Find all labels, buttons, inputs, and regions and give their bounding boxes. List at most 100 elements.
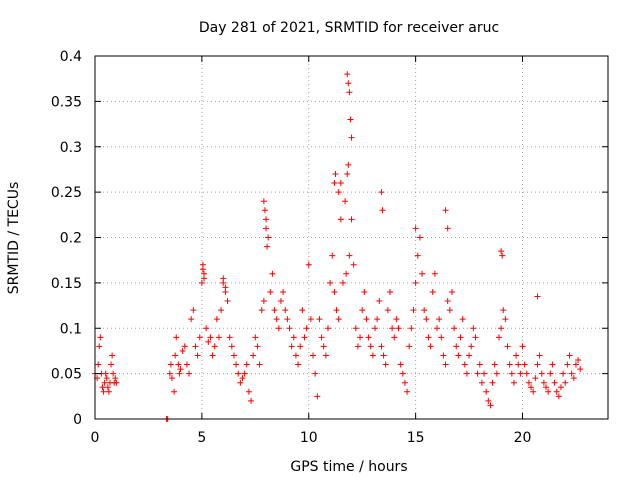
data-point — [265, 234, 272, 241]
data-point — [97, 334, 104, 341]
data-point — [312, 370, 319, 377]
y-tick-labels: 0 0.05 0.1 0.15 0.2 0.25 0.3 0.35 0.4 — [51, 49, 82, 428]
data-point — [440, 352, 447, 359]
data-point — [354, 343, 361, 350]
data-point — [105, 388, 112, 395]
data-point — [489, 379, 496, 386]
data-point — [423, 316, 430, 323]
data-point — [521, 361, 528, 368]
data-point — [543, 384, 550, 391]
data-point — [290, 334, 297, 341]
data-point — [95, 361, 102, 368]
y-tick-label: 0.35 — [51, 94, 82, 110]
data-point — [575, 357, 582, 364]
data-point — [451, 325, 458, 332]
x-axis-label: GPS time / hours — [290, 459, 407, 475]
data-point — [218, 307, 225, 314]
data-point — [346, 89, 353, 96]
data-point — [215, 334, 222, 341]
data-point — [258, 307, 265, 314]
data-point — [498, 248, 505, 255]
data-point — [335, 189, 342, 196]
data-point — [389, 325, 396, 332]
data-point — [513, 352, 520, 359]
data-point — [386, 288, 393, 295]
data-points — [92, 71, 584, 422]
data-point — [361, 288, 368, 295]
data-point — [99, 384, 106, 391]
data-point — [305, 261, 312, 268]
data-point — [303, 325, 310, 332]
x-tick-label: 0 — [91, 430, 100, 446]
data-point — [391, 334, 398, 341]
data-point — [376, 298, 383, 305]
data-point — [260, 198, 267, 205]
data-point — [331, 288, 338, 295]
data-point — [248, 397, 255, 404]
data-point — [256, 361, 263, 368]
data-point — [438, 334, 445, 341]
data-point — [434, 325, 440, 332]
data-point — [320, 343, 327, 350]
data-point — [226, 334, 233, 341]
data-point — [342, 198, 349, 205]
data-point — [282, 307, 289, 314]
data-point — [470, 325, 477, 332]
data-point — [176, 370, 183, 377]
data-point — [316, 316, 323, 323]
y-tick-label: 0.1 — [60, 321, 82, 337]
data-point — [442, 207, 449, 214]
data-point — [207, 334, 214, 341]
data-point — [168, 375, 175, 382]
data-point — [401, 379, 408, 386]
data-point — [345, 161, 352, 168]
data-point — [369, 352, 376, 359]
data-point — [345, 80, 352, 87]
data-point — [167, 361, 174, 368]
tick-marks — [94, 55, 608, 420]
data-point — [96, 343, 103, 350]
data-point — [379, 207, 386, 214]
data-point — [331, 180, 338, 187]
data-point — [406, 343, 413, 350]
data-point — [222, 284, 229, 291]
data-point — [299, 307, 306, 314]
x-tick-labels: 0 5 10 15 20 — [91, 430, 532, 446]
data-point — [412, 225, 419, 232]
data-point — [457, 334, 464, 341]
data-point — [101, 379, 108, 386]
data-point — [382, 361, 389, 368]
data-point — [288, 343, 295, 350]
data-point — [532, 375, 539, 382]
data-point — [110, 370, 117, 377]
data-point — [568, 370, 575, 377]
y-tick-label: 0.15 — [51, 276, 82, 292]
data-point — [301, 334, 308, 341]
data-point — [495, 334, 502, 341]
data-point — [263, 225, 269, 232]
data-point — [455, 352, 462, 359]
data-point — [348, 134, 355, 141]
data-point — [284, 316, 291, 323]
data-point — [359, 307, 366, 314]
data-point — [493, 370, 500, 377]
data-point — [271, 307, 278, 314]
data-point — [472, 334, 479, 341]
data-point — [491, 361, 498, 368]
data-point — [378, 343, 385, 350]
data-point — [474, 370, 481, 377]
grid — [95, 56, 608, 419]
data-point — [347, 116, 354, 123]
data-point — [275, 325, 282, 332]
data-point — [506, 361, 513, 368]
data-point — [566, 352, 573, 359]
data-point — [186, 370, 193, 377]
data-point — [103, 375, 110, 382]
data-point — [380, 352, 387, 359]
data-point — [549, 361, 556, 368]
y-tick-label: 0.4 — [60, 49, 82, 65]
data-point — [292, 352, 299, 359]
data-point — [357, 334, 364, 341]
data-point — [235, 370, 242, 377]
data-point — [555, 393, 562, 400]
